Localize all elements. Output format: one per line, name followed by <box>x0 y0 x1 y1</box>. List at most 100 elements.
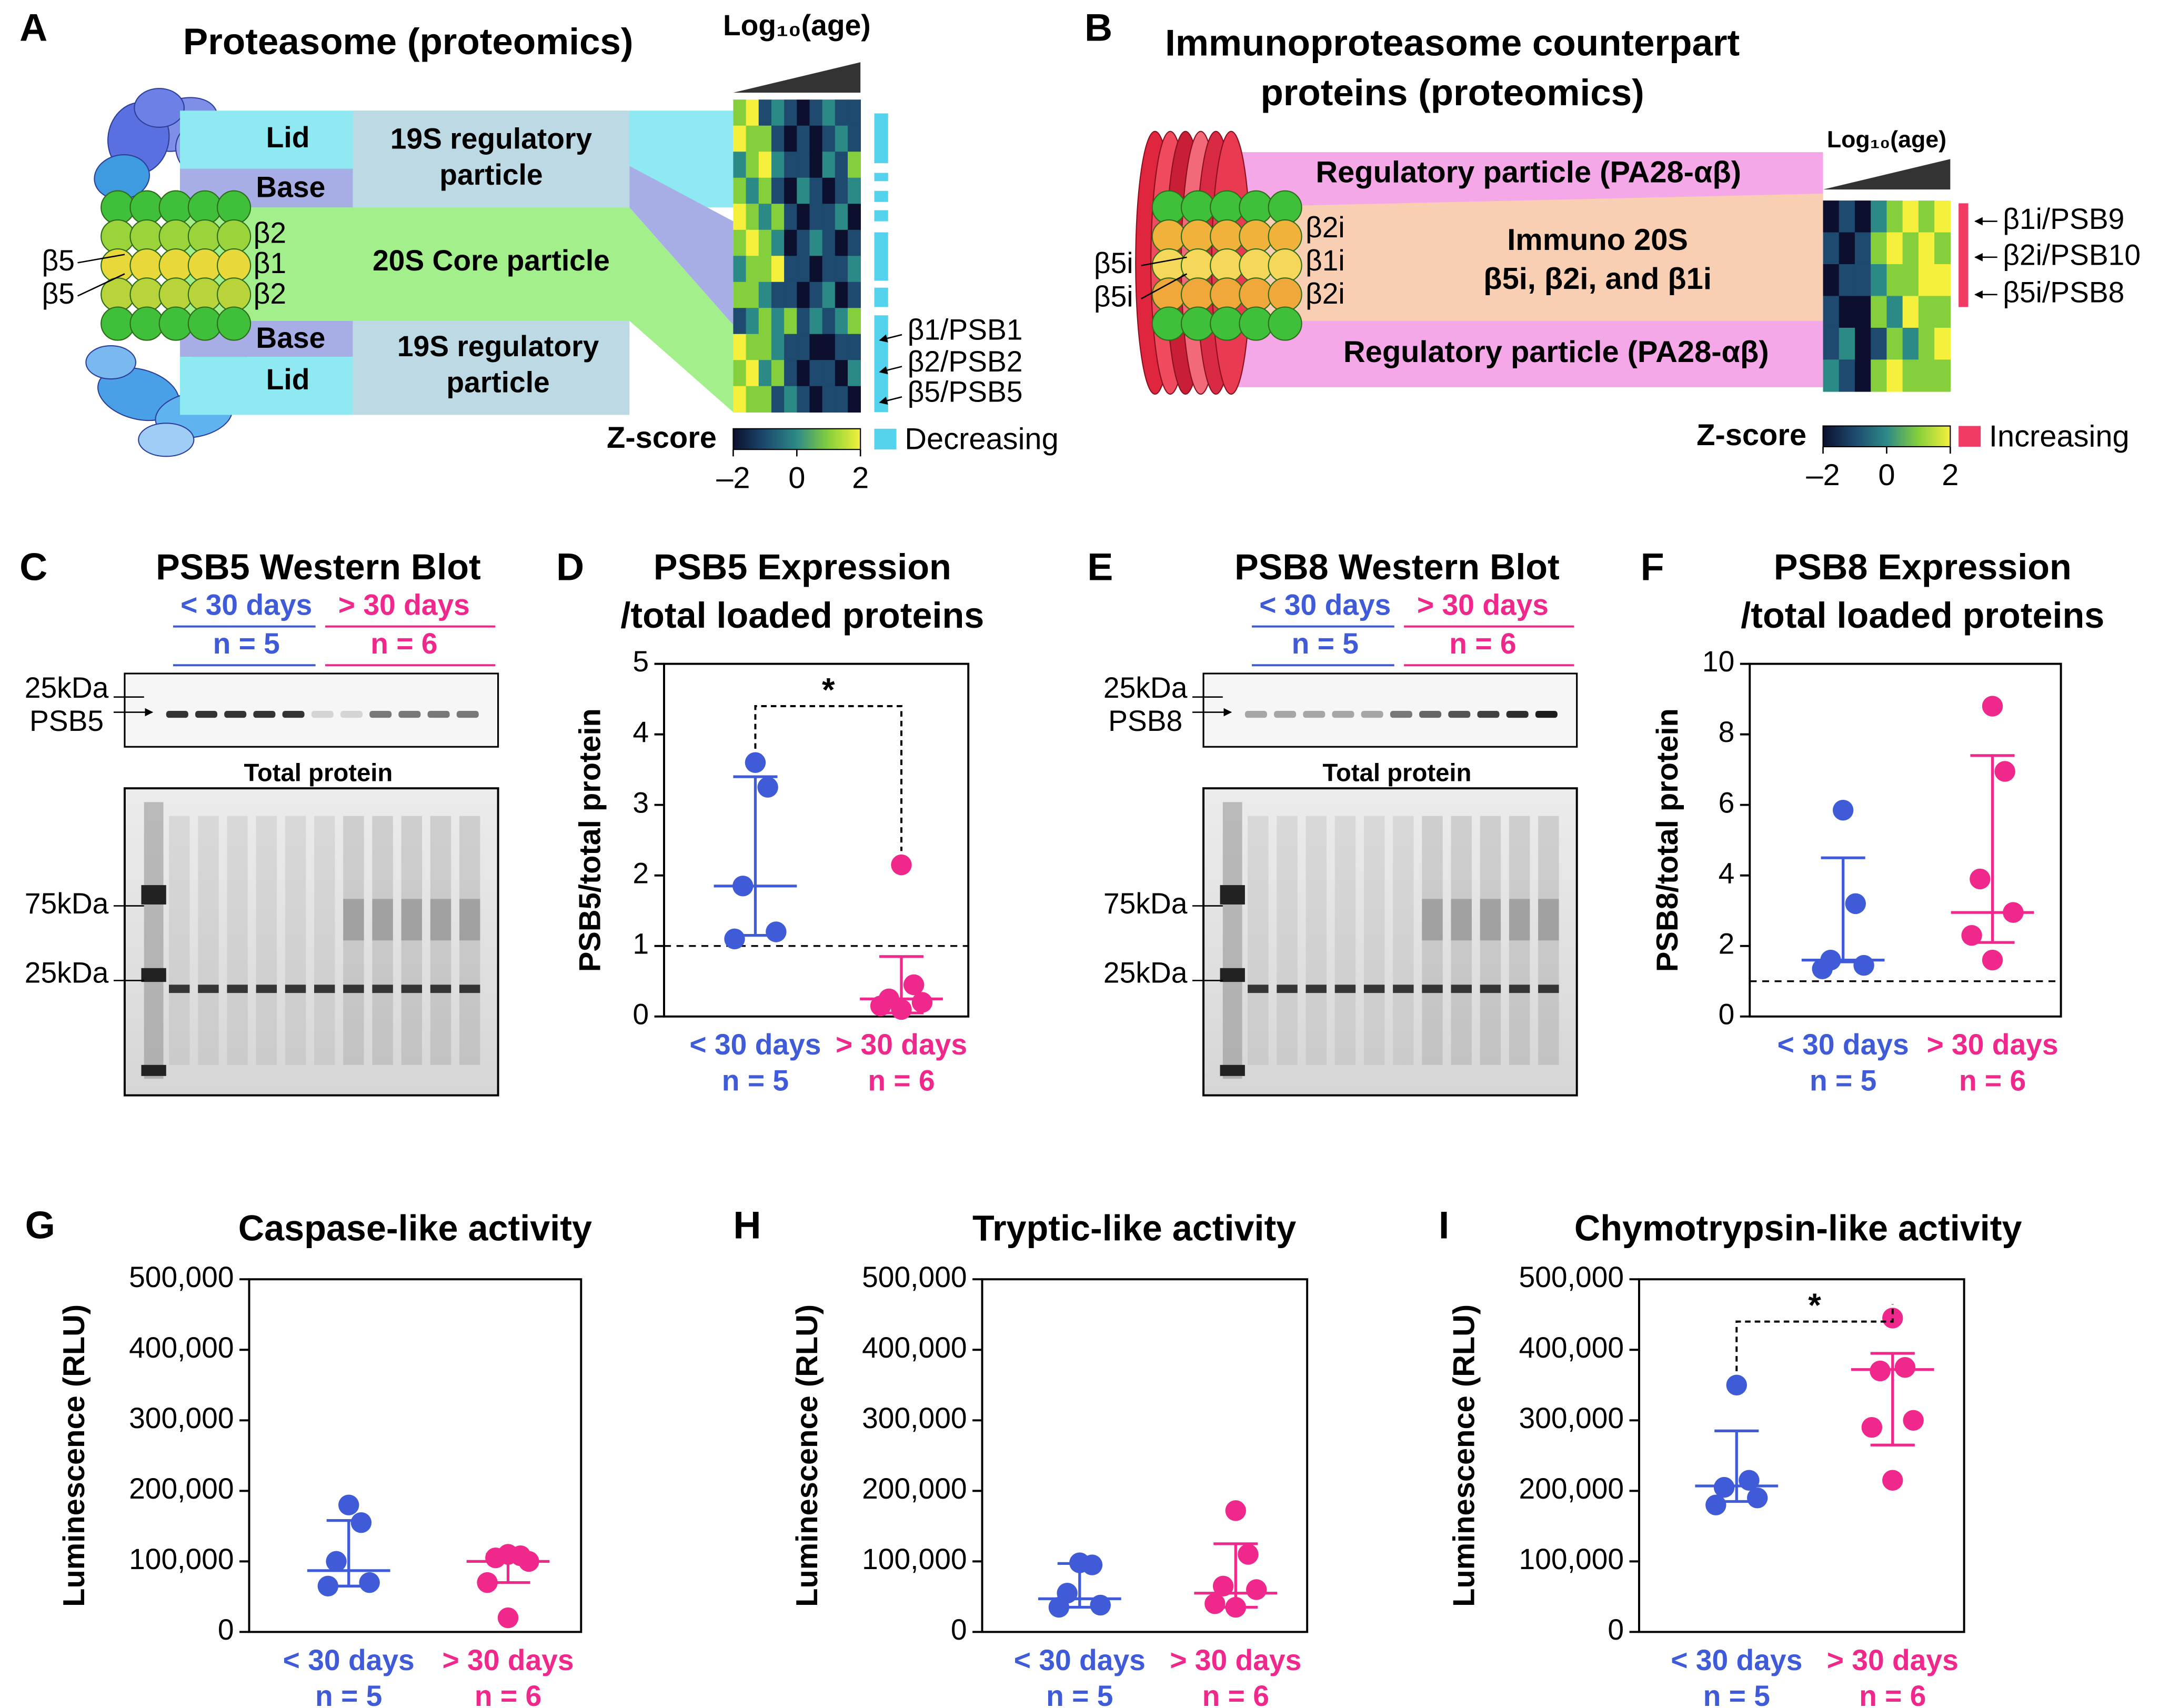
subunit-label: β2i <box>1306 277 1345 310</box>
blot-marker: PSB8 <box>1108 705 1182 737</box>
gel-band <box>1363 984 1385 993</box>
subunit-ball <box>129 219 164 254</box>
gel-smear <box>1480 899 1501 941</box>
gel-band <box>1480 984 1501 993</box>
heatmap-cell <box>1902 232 1919 265</box>
data-point <box>732 876 754 897</box>
subunit-ball <box>101 306 135 341</box>
heatmap-cell <box>784 152 798 178</box>
category-label: < 30 days <box>1778 1028 1909 1061</box>
subunit-ball <box>1151 190 1186 225</box>
gel-smear <box>430 899 451 941</box>
legend-swatch <box>874 428 897 450</box>
data-point <box>1970 868 1991 890</box>
region-label: Base <box>256 321 325 354</box>
gel-marker: 25kDa <box>25 957 109 989</box>
subunit-ball <box>1268 190 1302 225</box>
gel-band <box>1248 984 1269 993</box>
legend-swatch <box>1959 426 1981 447</box>
colorbar-tick-label: –2 <box>1806 458 1840 492</box>
gel-lane <box>1306 816 1327 1065</box>
subunit-label: β5i <box>1094 247 1133 279</box>
heatmap-cell <box>784 125 798 153</box>
blot-band <box>1361 710 1383 718</box>
heatmap-cell <box>758 282 772 309</box>
heatmap-cell <box>848 125 861 153</box>
gel-smear <box>343 899 364 941</box>
row-flag <box>874 210 888 222</box>
heatmap-cell <box>758 386 772 413</box>
gel-lane <box>314 816 335 1065</box>
region-label: Base <box>256 171 325 204</box>
heatmap-cell <box>822 99 836 126</box>
pointer <box>1141 256 1187 266</box>
ladder-band <box>1220 968 1245 982</box>
heatmap-cell <box>822 229 836 257</box>
y-tick-label: 200,000 <box>1519 1472 1624 1505</box>
blot-band <box>253 710 276 718</box>
data-point <box>1861 1416 1883 1438</box>
subunit-label: β2i <box>1306 211 1345 244</box>
heatmap-cell <box>1823 264 1840 297</box>
heatmap-cell <box>809 229 823 257</box>
particle-label: particle <box>446 366 549 398</box>
particle-label: particle <box>439 158 543 191</box>
heatmap-cell <box>1854 264 1871 297</box>
colorbar-tick-label: 2 <box>852 461 869 495</box>
data-point <box>1903 1410 1924 1431</box>
group-label: > 30 days <box>1417 588 1549 621</box>
blot-band <box>340 710 363 718</box>
heatmap-cell <box>771 99 785 126</box>
y-tick-label: 10 <box>1702 645 1734 678</box>
subunit-ball <box>1239 190 1273 225</box>
heatmap-cell <box>835 152 848 178</box>
region-label: Lid <box>266 363 310 396</box>
heatmap-cell <box>771 204 785 230</box>
plot-frame <box>981 1278 1309 1633</box>
heatmap-cell <box>758 360 772 387</box>
category-n: n = 6 <box>1859 1680 1926 1708</box>
y-tick-label: 500,000 <box>1519 1261 1624 1293</box>
data-point <box>891 854 912 876</box>
heatmap-cell <box>1918 327 1935 360</box>
y-tick-label: 8 <box>1719 716 1735 748</box>
y-tick-label: 2 <box>1719 927 1735 960</box>
chart-title: Caspase-like activity <box>238 1208 592 1248</box>
heatmap-cell <box>809 99 823 126</box>
gel-lane <box>1451 816 1472 1065</box>
gel-lane <box>169 816 190 1065</box>
pointer <box>77 273 125 297</box>
row-flag <box>874 173 888 182</box>
chart-title: PSB5 Expression <box>654 547 951 587</box>
data-point <box>724 928 745 950</box>
subunit-ball <box>1151 306 1186 341</box>
heatmap-cell <box>1918 264 1935 297</box>
annotation-arrow <box>879 334 902 343</box>
group-n: n = 6 <box>1449 627 1516 660</box>
data-point <box>1882 1308 1903 1329</box>
gel-frame <box>123 787 499 1097</box>
heatmap-cell <box>822 334 836 361</box>
heatmap-cell <box>746 229 759 257</box>
category-label: > 30 days <box>1926 1028 2058 1061</box>
heatmap-cell <box>733 152 747 178</box>
plot-frame <box>1638 1278 1965 1633</box>
heatmap-cell <box>784 334 798 361</box>
heatmap-cell <box>746 177 759 205</box>
category-label: < 30 days <box>283 1644 415 1676</box>
heatmap-cell <box>784 256 798 283</box>
heatmap-cell <box>733 204 747 230</box>
annotation-arrow <box>879 396 902 405</box>
subunit-ball <box>187 277 222 312</box>
category-n: n = 5 <box>1810 1064 1876 1097</box>
gene-annotation: β2/PSB2 <box>908 345 1023 378</box>
panel-letter: B <box>1084 5 1112 49</box>
subunit-ball <box>1151 219 1186 254</box>
colorbar-label: Z-score <box>607 421 717 455</box>
subunit-ball <box>158 277 193 312</box>
heatmap-cell <box>809 152 823 178</box>
heatmap-cell <box>809 282 823 309</box>
heatmap-cell <box>1886 359 1903 392</box>
y-tick-label: 200,000 <box>862 1472 967 1505</box>
